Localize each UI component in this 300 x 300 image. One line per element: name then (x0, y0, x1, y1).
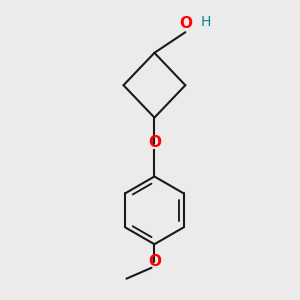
Text: O: O (148, 254, 161, 269)
Text: H: H (200, 15, 211, 29)
Text: O: O (179, 16, 192, 31)
Text: O: O (148, 135, 161, 150)
